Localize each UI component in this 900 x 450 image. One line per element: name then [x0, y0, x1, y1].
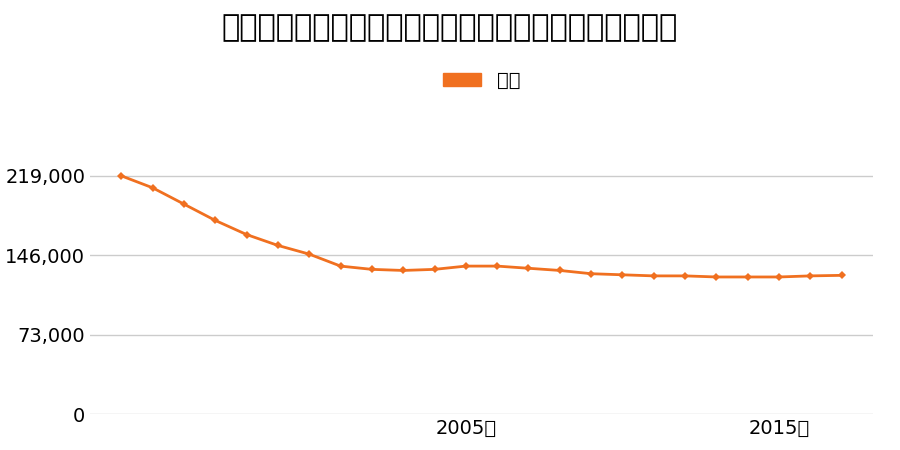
価格: [335, 263, 346, 269]
価格: [148, 185, 158, 190]
価格: [116, 173, 127, 179]
価格: [461, 263, 472, 269]
価格: [774, 274, 785, 280]
価格: [178, 202, 189, 207]
価格: [648, 273, 659, 279]
価格: [398, 268, 409, 273]
価格: [711, 274, 722, 280]
価格: [523, 266, 534, 271]
Text: 千葉県千葉市稲毛区稲毛３丁目１５９８番５の地価推移: 千葉県千葉市稲毛区稲毛３丁目１５９８番５の地価推移: [222, 14, 678, 42]
価格: [805, 273, 815, 279]
価格: [366, 267, 377, 272]
価格: [617, 272, 628, 278]
価格: [304, 252, 315, 257]
価格: [680, 273, 690, 279]
価格: [429, 267, 440, 272]
Line: 価格: 価格: [118, 173, 845, 280]
価格: [836, 273, 847, 278]
Legend: 価格: 価格: [435, 63, 528, 98]
価格: [210, 218, 220, 223]
価格: [742, 274, 753, 280]
価格: [491, 263, 502, 269]
価格: [554, 268, 565, 273]
価格: [586, 271, 597, 276]
価格: [273, 243, 284, 248]
価格: [241, 232, 252, 237]
